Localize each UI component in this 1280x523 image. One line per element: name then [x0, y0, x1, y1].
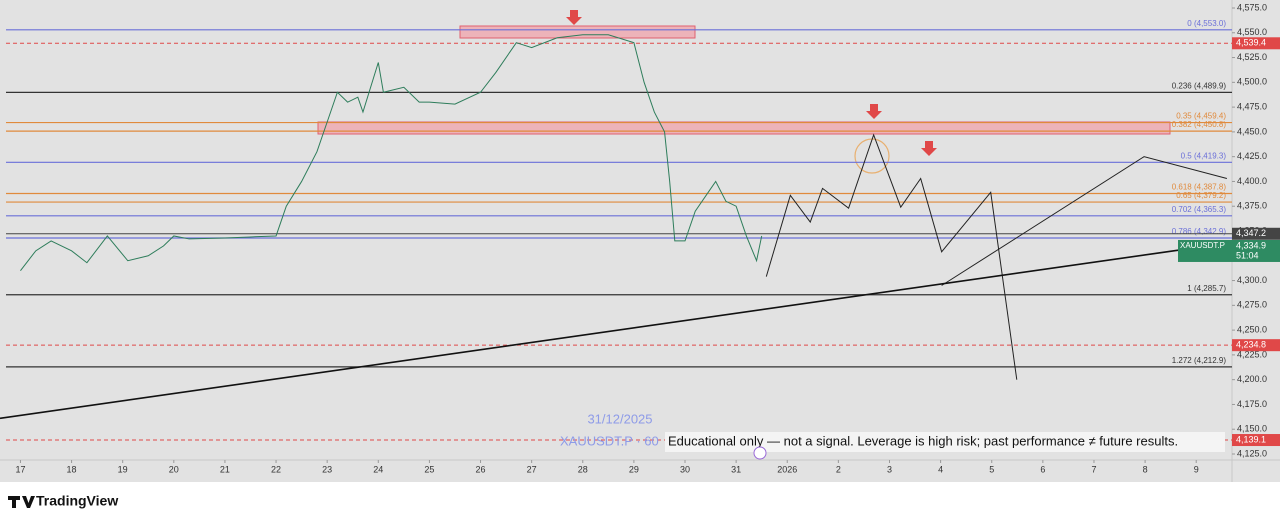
arrows — [566, 10, 937, 156]
fib-label: 0.5 (4,419.3) — [1181, 151, 1227, 160]
brand-logo — [8, 496, 35, 508]
y-tick-label: 4,175.0 — [1237, 399, 1267, 409]
y-tick-label: 4,225.0 — [1237, 349, 1267, 359]
fib-label: 1 (4,285.7) — [1187, 284, 1226, 293]
fib-label: 0.382 (4,450.8) — [1172, 120, 1227, 129]
countdown: 51:04 — [1236, 250, 1259, 260]
x-tick-label: 21 — [220, 464, 230, 474]
y-tick-label: 4,500.0 — [1237, 77, 1267, 87]
y-tick-label: 4,250.0 — [1237, 324, 1267, 334]
watermark-date: 31/12/2025 — [587, 411, 652, 426]
y-tick-label: 4,125.0 — [1237, 448, 1267, 458]
x-tick-label: 20 — [169, 464, 179, 474]
last-price-tag — [1178, 239, 1280, 262]
x-tick-label: 3 — [887, 464, 892, 474]
x-tick-label: 27 — [527, 464, 537, 474]
x-tick-label: 8 — [1143, 464, 1148, 474]
disclaimer: Educational only — not a signal. Leverag… — [668, 433, 1178, 448]
x-tick-label: 30 — [680, 464, 690, 474]
x-tick-label: 7 — [1091, 464, 1096, 474]
x-tick-label: 24 — [373, 464, 383, 474]
x-tick-label: 2026 — [777, 464, 797, 474]
y-tick-label: 4,525.0 — [1237, 52, 1267, 62]
series-line — [0, 249, 1181, 420]
x-tick-label: 6 — [1040, 464, 1045, 474]
y-tick-label: 4,425.0 — [1237, 151, 1267, 161]
y-tick-label: 4,200.0 — [1237, 374, 1267, 384]
last-price: 4,334.9 — [1236, 240, 1266, 250]
x-tick-label: 2 — [836, 464, 841, 474]
series-line — [765, 133, 1018, 380]
fib-label: 0.236 (4,489.9) — [1172, 81, 1227, 90]
resistance-zone — [317, 121, 1171, 135]
chart-background — [0, 0, 1280, 482]
fib-label: 0.618 (4,387.8) — [1172, 183, 1227, 192]
price-tag-label: 4,139.1 — [1236, 434, 1266, 444]
brand-name: TradingView — [36, 493, 118, 509]
down-arrow — [921, 141, 937, 156]
y-tick-label: 4,375.0 — [1237, 201, 1267, 211]
last-symbol: XAUUSDT.P — [1180, 241, 1225, 250]
x-tick-label: 23 — [322, 464, 332, 474]
price-tag-label: 4,347.2 — [1236, 228, 1266, 238]
y-tick-label: 4,275.0 — [1237, 300, 1267, 310]
y-tick-label: 4,550.0 — [1237, 27, 1267, 37]
down-arrow — [866, 104, 882, 119]
fib-label: 1.272 (4,212.9) — [1172, 356, 1227, 365]
x-tick-label: 22 — [271, 464, 281, 474]
disclaimer-box — [665, 432, 1225, 452]
event-marker[interactable] — [753, 446, 767, 460]
fib-label: 0.35 (4,459.4) — [1176, 112, 1226, 121]
x-tick-label: 28 — [578, 464, 588, 474]
price-tag — [1232, 339, 1280, 352]
price-tag — [1232, 37, 1280, 50]
down-arrow — [566, 10, 582, 25]
resistance-zone — [459, 25, 696, 39]
x-tick-label: 9 — [1194, 464, 1199, 474]
x-tick-label: 19 — [118, 464, 128, 474]
price-tag-label: 4,234.8 — [1236, 340, 1266, 350]
x-tick-label: 18 — [67, 464, 77, 474]
watermark-symbol: XAUUSDT.P · 60 — [560, 433, 659, 448]
y-tick-label: 4,150.0 — [1237, 424, 1267, 434]
x-tick-label: 5 — [989, 464, 994, 474]
y-tick-label: 4,575.0 — [1237, 2, 1267, 12]
price-tag — [1232, 434, 1280, 447]
price-tag — [1232, 227, 1280, 240]
series-line — [941, 156, 1228, 286]
y-tick-label: 4,450.0 — [1237, 126, 1267, 136]
series-line — [20, 34, 763, 271]
x-tick-label: 29 — [629, 464, 639, 474]
x-tick-label: 25 — [424, 464, 434, 474]
price-tag-label: 4,539.4 — [1236, 38, 1266, 48]
x-tick-label: 17 — [15, 464, 25, 474]
fib-label: 0.702 (4,365.3) — [1172, 205, 1227, 214]
x-tick-label: 26 — [476, 464, 486, 474]
fib-label: 0.65 (4,379.2) — [1176, 191, 1226, 200]
fib-label: 0 (4,553.0) — [1187, 19, 1226, 28]
x-tick-label: 31 — [731, 464, 741, 474]
y-tick-label: 4,475.0 — [1237, 101, 1267, 111]
fib-label: 0.786 (4,342.9) — [1172, 227, 1227, 236]
y-tick-label: 4,400.0 — [1237, 176, 1267, 186]
y-tick-label: 4,300.0 — [1237, 275, 1267, 285]
x-tick-label: 4 — [938, 464, 943, 474]
